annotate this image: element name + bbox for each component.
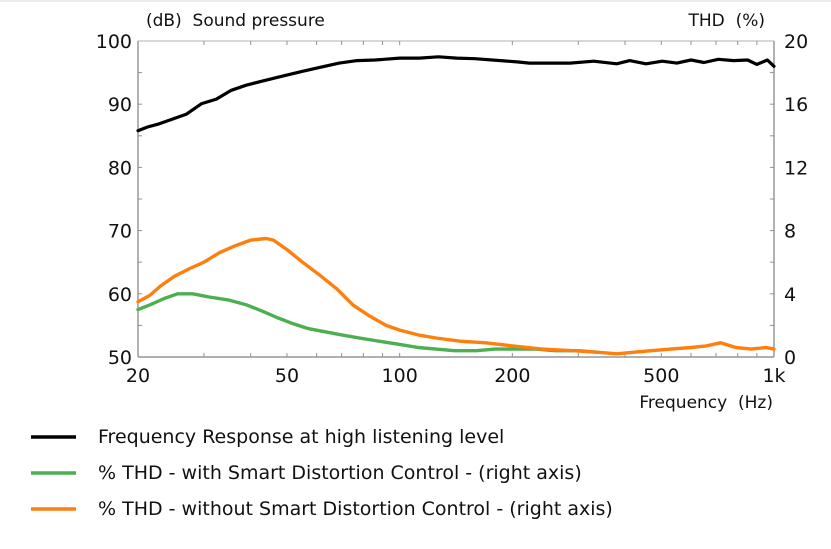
legend-item-thd-without-sdc: % THD - without Smart Distortion Control… <box>31 498 613 520</box>
y-right-tick-label: 16 <box>784 94 808 116</box>
x-tick-label: 1k <box>762 365 785 387</box>
x-tick-label: 500 <box>643 365 679 387</box>
series-frequency-response <box>136 55 776 133</box>
axes <box>137 40 775 358</box>
series-thd-without-sdc <box>136 236 776 356</box>
y-right-tick-label: 4 <box>784 284 796 306</box>
x-tick-label: 20 <box>126 365 150 387</box>
y-left-tick-label: 60 <box>108 284 132 306</box>
x-tick-label: 100 <box>382 365 418 387</box>
y-right-tick-label: 8 <box>784 221 796 243</box>
y-right-tick-label: 20 <box>784 31 808 53</box>
y-left-tick-label: 80 <box>108 157 132 179</box>
legend-item-frequency-response: Frequency Response at high listening lev… <box>31 426 504 448</box>
y-right-tick-label: 12 <box>784 157 808 179</box>
x-tick-label: 200 <box>494 365 530 387</box>
x-axis-title: Frequency (Hz) <box>639 393 773 413</box>
y-left-tick-label: 90 <box>108 94 132 116</box>
y-right-tick-label: 0 <box>784 347 796 369</box>
legend: Frequency Response at high listening lev… <box>31 426 613 520</box>
y-left-tick-label: 100 <box>96 31 132 53</box>
x-tick-label: 50 <box>275 365 299 387</box>
legend-label: % THD - with Smart Distortion Control - … <box>98 462 582 484</box>
y-left-tick-label: 70 <box>108 221 132 243</box>
series-group <box>136 55 776 356</box>
right-axis-title: THD (%) <box>688 11 765 31</box>
legend-label: Frequency Response at high listening lev… <box>98 426 504 448</box>
y-left-tick-label: 50 <box>108 347 132 369</box>
legend-label: % THD - without Smart Distortion Control… <box>98 498 613 520</box>
left-axis-title: (dB) Sound pressure <box>146 11 325 31</box>
series-thd-with-sdc <box>136 292 601 354</box>
legend-item-thd-with-sdc: % THD - with Smart Distortion Control - … <box>31 462 582 484</box>
top-border <box>0 0 831 2</box>
